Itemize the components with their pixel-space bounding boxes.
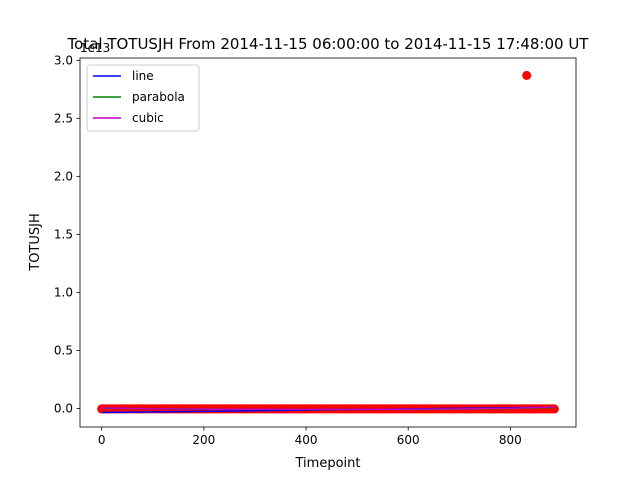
legend-label: parabola [132,90,185,104]
y-tick-label: 1.0 [54,285,73,299]
legend-box [86,64,200,132]
x-tick-label: 600 [397,433,420,447]
y-tick-label: 0.0 [54,401,73,415]
y-tick-label: 0.5 [54,343,73,357]
legend-label: line [132,69,154,83]
y-tick-label: 3.0 [54,53,73,67]
y-axis-label: TOTUSJH [28,213,43,272]
y-tick-label: 1.5 [54,227,73,241]
y-offset-label: 1e13 [80,41,110,55]
x-tick-label: 200 [192,433,215,447]
series-line-cubic [101,406,555,411]
legend-label: cubic [132,111,164,125]
x-tick-label: 0 [98,433,106,447]
x-axis-label: Timepoint [295,456,361,471]
scatter-point [526,404,536,414]
chart-title: Total TOTUSJH From 2014-11-15 06:00:00 t… [67,35,590,53]
scatter-point [549,404,559,414]
plot-frame [79,57,577,428]
scatter-point [522,70,532,80]
x-tick-label: 800 [499,433,522,447]
y-tick-label: 2.0 [54,169,73,183]
x-tick-label: 400 [295,433,318,447]
y-tick-label: 2.5 [54,111,73,125]
